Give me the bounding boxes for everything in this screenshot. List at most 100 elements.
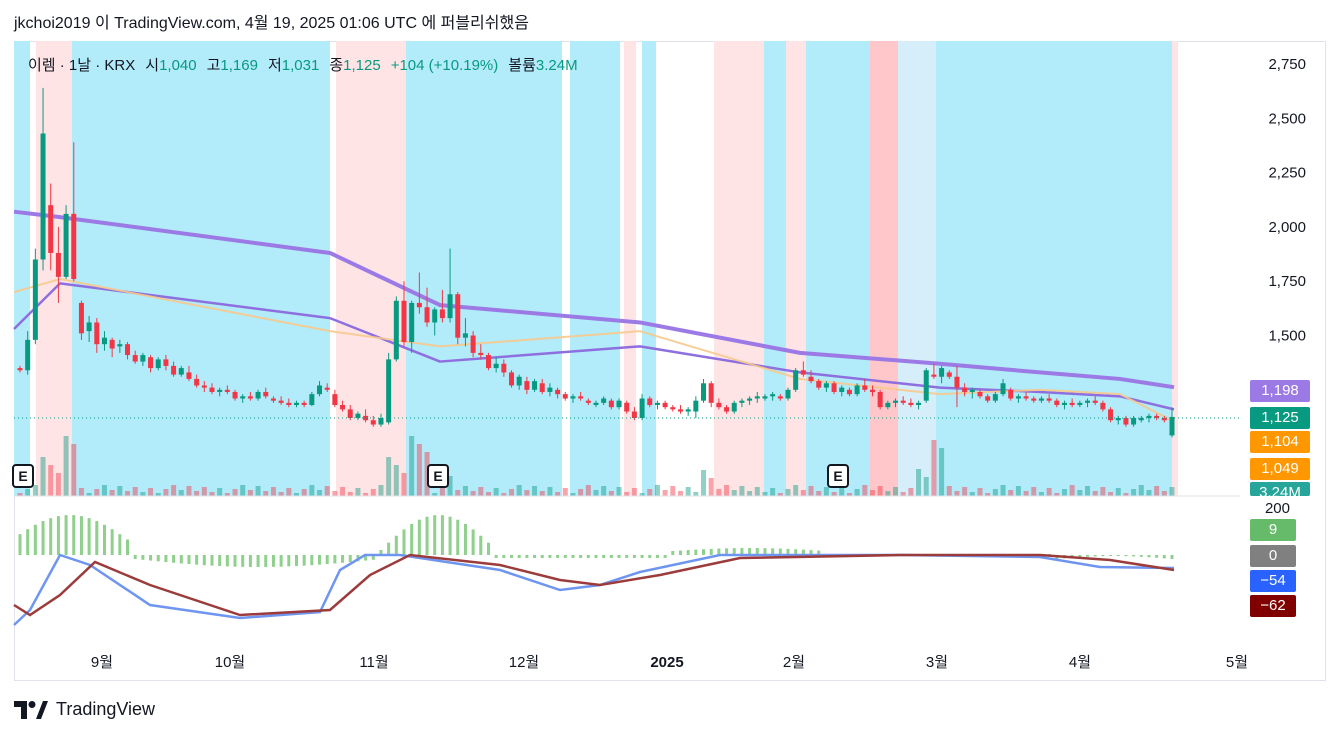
earnings-marker[interactable]: E	[827, 464, 849, 488]
histogram-bar	[801, 549, 805, 555]
histogram-bar	[425, 516, 429, 555]
histogram-bar	[64, 515, 68, 555]
volume-bar	[470, 491, 476, 496]
price-tag-volume: 3.24M	[1250, 482, 1310, 496]
regime-band	[624, 41, 636, 496]
histogram-bar	[563, 555, 567, 558]
time-axis-label: 9월	[91, 654, 113, 671]
legend-low: 1,031	[281, 57, 320, 74]
price-axis-label: 1,750	[1268, 273, 1306, 290]
volume-bar	[770, 488, 776, 496]
tradingview-logo-icon[interactable]	[14, 700, 48, 719]
volume-bar	[539, 491, 545, 496]
histogram-bar	[525, 555, 529, 558]
volume-bar	[1108, 492, 1114, 496]
histogram-bar	[678, 550, 682, 555]
histogram-bar	[817, 550, 821, 555]
volume-bar	[71, 444, 77, 496]
candle-body	[201, 385, 207, 388]
histogram-bar	[1124, 555, 1128, 557]
moving-average-line	[13, 282, 1175, 411]
volume-bar	[532, 486, 538, 496]
histogram-bar	[195, 555, 199, 565]
candle-body	[685, 409, 691, 412]
volume-bar	[685, 487, 691, 496]
volume-bar	[132, 487, 138, 496]
candle-body	[962, 387, 968, 392]
histogram-bar	[686, 550, 690, 555]
candle-body	[470, 335, 476, 353]
histogram-bar	[79, 516, 83, 555]
candle-body	[1061, 402, 1067, 406]
volume-bar	[409, 436, 415, 496]
candle-body	[831, 383, 837, 392]
histogram-bar	[325, 555, 329, 565]
regime-band	[406, 41, 562, 496]
volume-bar	[808, 486, 814, 496]
earnings-marker[interactable]: E	[12, 464, 34, 488]
histogram-bar	[1162, 555, 1166, 559]
histogram-bar	[517, 555, 521, 558]
candle-body	[1031, 398, 1037, 401]
candle-body	[777, 396, 783, 399]
volume-bar	[885, 491, 891, 496]
histogram-bar	[671, 551, 675, 555]
oscillator-fast-line	[13, 553, 1175, 626]
volume-bar	[662, 490, 668, 496]
histogram-bar	[694, 549, 698, 555]
histogram-bar	[640, 555, 644, 558]
histogram-bar	[1116, 555, 1120, 557]
candle-body	[378, 418, 384, 425]
volume-bar	[163, 489, 169, 496]
volume-bar	[140, 492, 146, 496]
histogram-bar	[594, 555, 598, 558]
histogram-bar	[533, 555, 537, 558]
earnings-marker[interactable]: E	[427, 464, 449, 488]
histogram-bar	[748, 548, 752, 555]
candle-body	[78, 302, 84, 334]
time-axis: 9월 10월 11월 12월 2025 2월 3월 4월 5월	[91, 654, 1248, 671]
volume-bar	[900, 492, 906, 496]
histogram-bar	[264, 555, 268, 567]
candle-body	[754, 396, 760, 399]
volume-bar	[831, 492, 837, 496]
candle-body	[493, 363, 499, 369]
background-bands	[14, 41, 1178, 496]
volume-bar	[40, 457, 46, 496]
histogram-bar	[763, 548, 767, 555]
candle-body	[816, 381, 822, 388]
candle-body	[424, 307, 430, 323]
histogram-bar	[387, 542, 391, 555]
time-axis-label: 11월	[359, 654, 388, 671]
chart-canvas[interactable]: 2,750 2,500 2,250 2,000 1,750 1,500 200 9월 10월 1…	[0, 0, 1341, 690]
candle-body	[332, 394, 338, 406]
volume-bar	[616, 487, 622, 496]
candle-body	[1085, 400, 1091, 403]
volume-bar	[916, 469, 922, 496]
volume-bar	[386, 457, 392, 496]
volume-bar	[447, 476, 453, 496]
candle-body	[677, 409, 683, 412]
volume-bar	[194, 491, 200, 496]
candle-body	[601, 398, 607, 403]
volume-bar	[270, 487, 276, 496]
regime-band	[898, 41, 936, 496]
candle-body	[631, 411, 637, 419]
candle-body	[1038, 398, 1044, 401]
footer-brand[interactable]: TradingView	[56, 699, 156, 719]
candle-body	[286, 402, 292, 406]
candle-body	[363, 415, 369, 421]
volume-bar	[101, 485, 107, 496]
volume-bar	[1146, 490, 1152, 496]
volume-bar	[363, 493, 369, 496]
histogram-bar	[72, 515, 76, 555]
volume-bar	[278, 492, 284, 496]
candle-body	[823, 383, 829, 388]
volume-bar	[839, 488, 845, 496]
histogram-bar	[1132, 555, 1136, 557]
candle-body	[585, 400, 591, 403]
osc-tag-fast: −54	[1250, 570, 1296, 592]
volume-bar	[340, 487, 346, 496]
candle-body	[846, 389, 852, 395]
histogram-bar	[725, 548, 729, 555]
